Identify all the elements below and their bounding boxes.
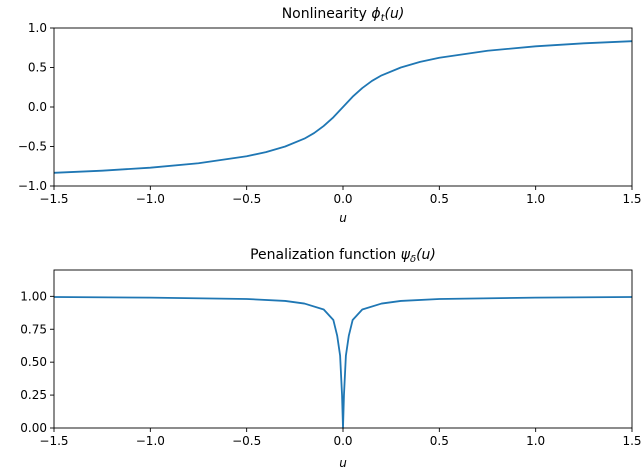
x-tick-label: 0.5: [430, 434, 449, 448]
series-line: [53, 296, 633, 429]
penalization-chart: Penalization function ψδ(u) −1.5 −1.0 −0.5…: [20, 247, 641, 470]
y-tick-label: 0.75: [20, 322, 47, 336]
series-line: [53, 40, 633, 174]
y-tick-label: 0.0: [28, 100, 47, 114]
x-tick-label: −1.0: [136, 434, 165, 448]
x-axis-label: u: [339, 456, 347, 470]
y-tick-label: 0.5: [28, 61, 47, 75]
y-tick-label: 0.25: [20, 388, 47, 402]
y-tick-label: 1.0: [28, 21, 47, 35]
chart-title: Nonlinearity ϕt(u): [282, 6, 405, 24]
y-tick-label: 1.00: [20, 289, 47, 303]
y-tick-label: 0.50: [20, 355, 47, 369]
x-tick-label: 1.0: [526, 192, 545, 206]
x-tick-label: 1.0: [526, 434, 545, 448]
chart-title: Penalization function ψδ(u): [250, 247, 436, 265]
nonlinearity-chart: Nonlinearity ϕt(u) −1.5 −1.0 −0.5 0.0 0.5 1.0…: [18, 6, 642, 225]
x-tick-label: −0.5: [232, 192, 261, 206]
x-tick-label: 1.5: [622, 192, 641, 206]
x-axis-label: u: [339, 211, 347, 225]
x-tick-label: 0.5: [430, 192, 449, 206]
x-tick-label: 0.0: [333, 192, 352, 206]
y-tick-label: −1.0: [18, 179, 47, 193]
x-tick-label: −1.5: [39, 434, 68, 448]
x-tick-label: −0.5: [232, 434, 261, 448]
x-tick-label: 0.0: [333, 434, 352, 448]
x-tick-label: −1.5: [39, 192, 68, 206]
y-tick-label: −0.5: [18, 140, 47, 154]
x-tick-label: 1.5: [622, 434, 641, 448]
x-tick-label: −1.0: [136, 192, 165, 206]
y-tick-label: 0.00: [20, 421, 47, 435]
